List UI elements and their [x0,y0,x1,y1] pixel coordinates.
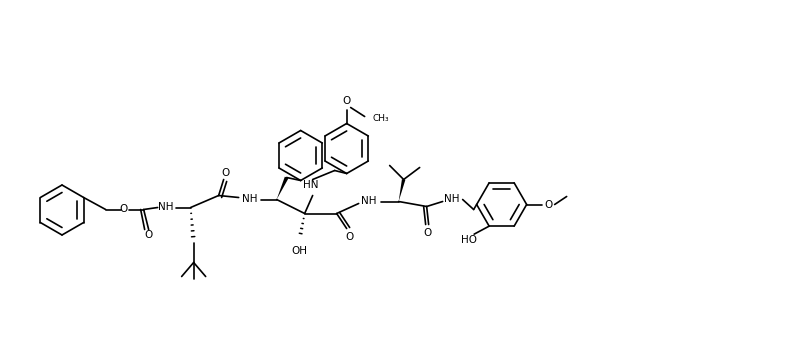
Polygon shape [398,179,405,201]
Text: O: O [544,199,552,209]
Text: O: O [342,96,350,106]
Text: O: O [423,228,431,237]
Text: NH: NH [242,195,257,205]
Text: NH: NH [443,195,459,205]
Text: OH: OH [291,246,308,256]
Text: HO: HO [461,235,476,245]
Text: CH₃: CH₃ [372,114,389,123]
Text: O: O [345,231,353,242]
Text: NH: NH [361,197,376,206]
Text: HN: HN [303,181,318,190]
Polygon shape [276,177,288,199]
Text: O: O [145,230,153,240]
Text: O: O [222,167,230,177]
Text: O: O [120,205,128,214]
Text: NH: NH [157,203,173,213]
